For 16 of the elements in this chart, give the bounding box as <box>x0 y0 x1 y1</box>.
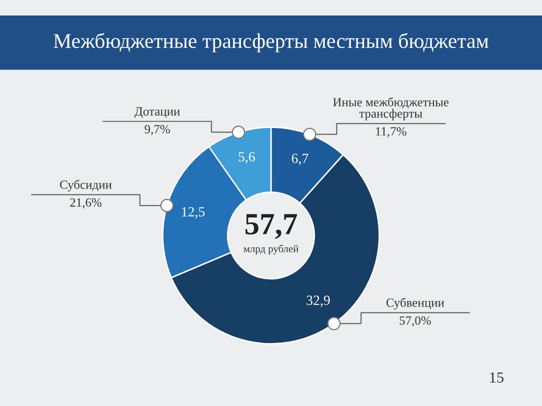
text: 57,7 <box>245 214 297 239</box>
text: 9,7% <box>144 124 170 136</box>
slice-label: Дотации <box>134 107 180 118</box>
text: млрд рублей <box>244 244 298 254</box>
data-label: 32,9 <box>306 296 330 308</box>
slice-label: Субсидии <box>60 180 112 192</box>
text: 57,0% <box>400 316 431 327</box>
data-label: 6,7 <box>292 154 308 166</box>
text: 15 <box>490 372 504 383</box>
data-label: 5,6 <box>238 152 255 164</box>
chart-title: Межбюджетные трансферты местным бюджетам <box>54 32 488 52</box>
text: 21,6% <box>70 198 102 209</box>
slice-label: Субвенции <box>386 298 444 310</box>
text: 11,7% <box>376 127 406 138</box>
data-label: 12,5 <box>182 207 205 218</box>
slice-label: Иные межбюджетные трансферты <box>333 97 449 120</box>
